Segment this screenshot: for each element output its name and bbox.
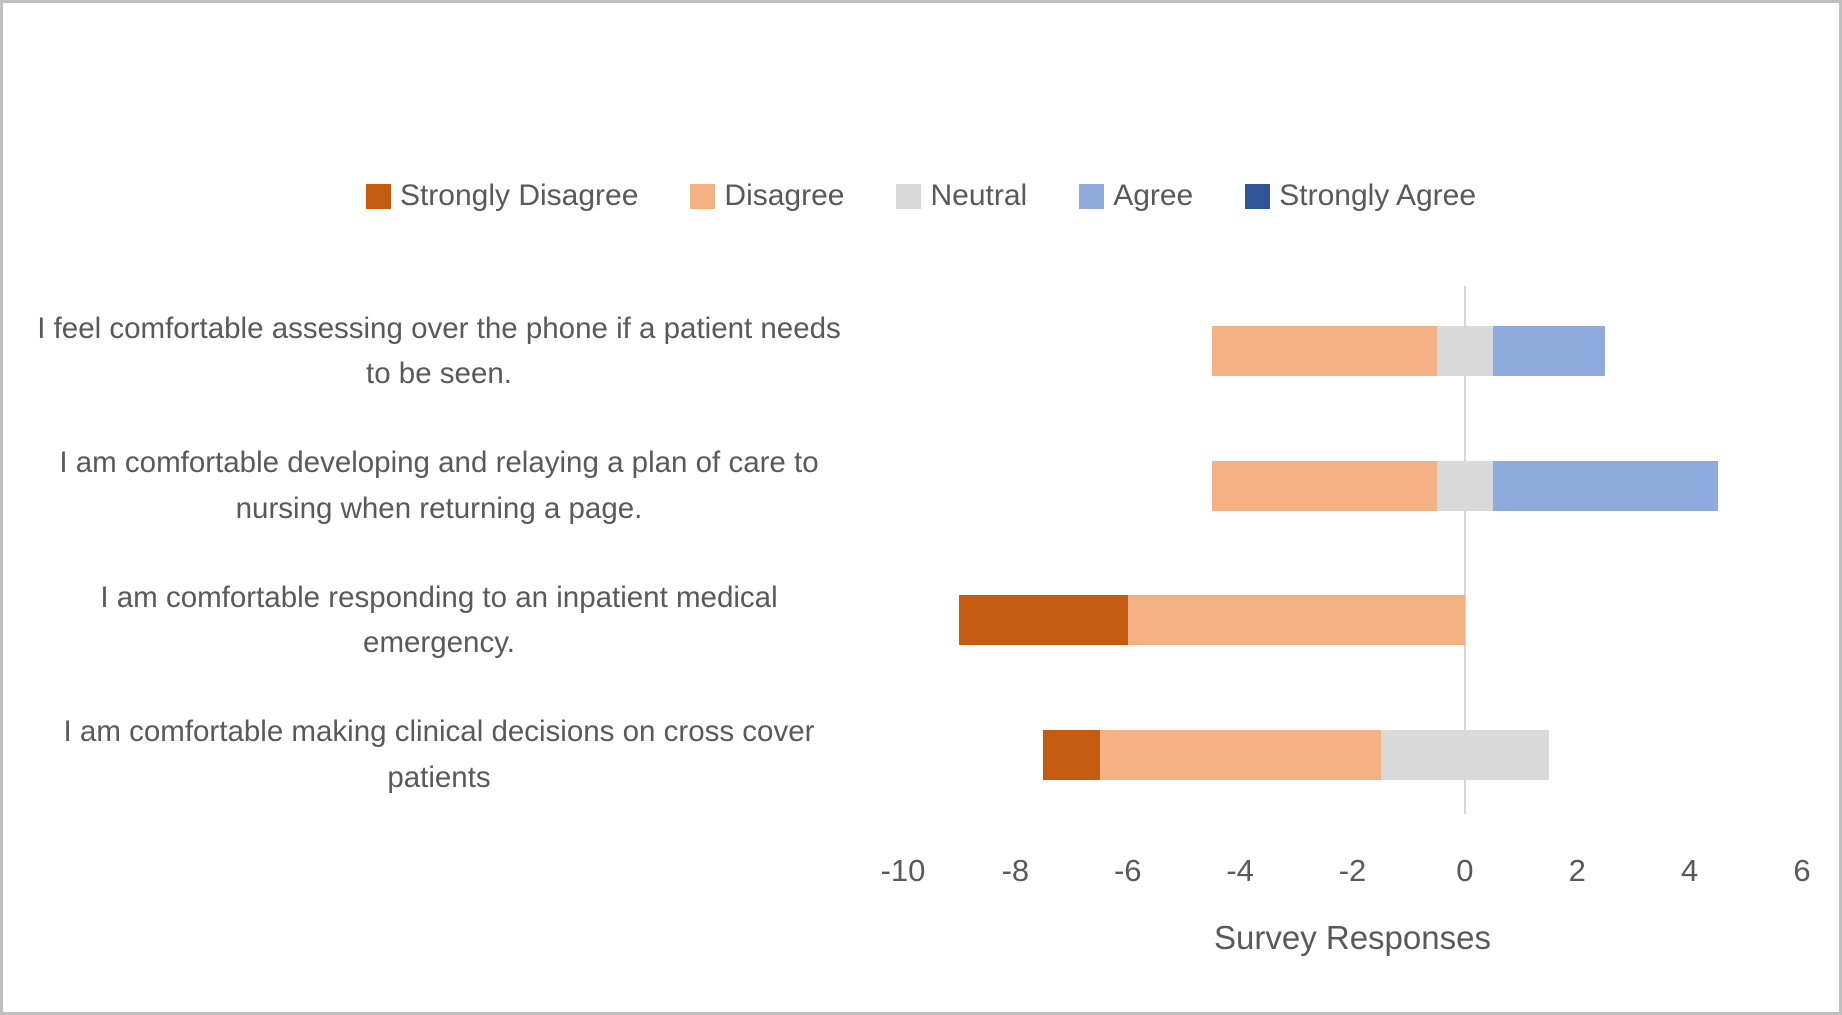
legend-label: Disagree <box>724 179 845 212</box>
bar-segment-agree <box>1492 326 1606 377</box>
bar-row <box>903 460 1802 511</box>
bar-segment-disagree <box>1212 326 1437 377</box>
bar-row <box>903 595 1802 646</box>
bar-segment-neutral <box>1380 729 1550 780</box>
chart-legend: Strongly Disagree Disagree Neutral Agree Str… <box>3 179 1839 213</box>
x-tick-label: 0 <box>1456 853 1474 888</box>
bar-segment-neutral <box>1436 460 1493 511</box>
bar-segment-disagree <box>1212 460 1437 511</box>
plot-area <box>903 284 1802 822</box>
bar-segment-strongly-disagree <box>959 595 1128 646</box>
bar-row <box>903 729 1802 780</box>
legend-item-strongly-agree: Strongly Agree <box>1245 179 1476 213</box>
x-tick-label: 2 <box>1568 853 1586 888</box>
legend-swatch-agree <box>1079 183 1105 209</box>
x-tick-label: -8 <box>1001 853 1030 888</box>
x-tick-label: 4 <box>1681 853 1699 888</box>
bar-segment-disagree <box>1099 729 1381 780</box>
bar-segment-strongly-disagree <box>1043 729 1100 780</box>
legend-label: Neutral <box>930 179 1028 212</box>
x-axis-title: Survey Responses <box>1214 919 1491 956</box>
legend-item-disagree: Disagree <box>690 179 844 213</box>
legend-item-agree: Agree <box>1079 179 1193 213</box>
legend-label: Strongly Agree <box>1279 179 1477 212</box>
category-label: I am comfortable making clinical decisio… <box>63 715 815 794</box>
bar-segment-disagree <box>1127 595 1465 646</box>
legend-swatch-strongly-agree <box>1245 183 1271 209</box>
legend-item-neutral: Neutral <box>896 179 1027 213</box>
category-label: I am comfortable responding to an inpati… <box>100 580 778 660</box>
x-tick-label: -10 <box>880 853 926 888</box>
bar-row <box>903 326 1802 377</box>
bar-segment-agree <box>1492 460 1718 511</box>
legend-label: Strongly Disagree <box>399 179 639 212</box>
x-axis-ticks: -10 -8 -6 -4 -2 0 2 4 6 <box>881 853 1811 893</box>
legend-swatch-disagree <box>690 183 716 209</box>
x-tick-label: -4 <box>1226 853 1254 888</box>
legend-swatch-neutral <box>896 183 922 209</box>
x-tick-label: -2 <box>1338 853 1367 888</box>
bar-segment-neutral <box>1436 326 1493 377</box>
x-tick-label: -6 <box>1113 853 1142 888</box>
category-labels: I feel comfortable assessing over the ph… <box>25 284 853 822</box>
category-label: I feel comfortable assessing over the ph… <box>37 311 841 391</box>
legend-swatch-strongly-disagree <box>365 183 391 209</box>
legend-label: Agree <box>1113 179 1194 212</box>
category-label: I am comfortable developing and relaying… <box>59 446 819 525</box>
zero-gridline <box>1463 286 1466 814</box>
x-tick-label: 6 <box>1793 853 1811 888</box>
legend-item-strongly-disagree: Strongly Disagree <box>365 179 639 213</box>
